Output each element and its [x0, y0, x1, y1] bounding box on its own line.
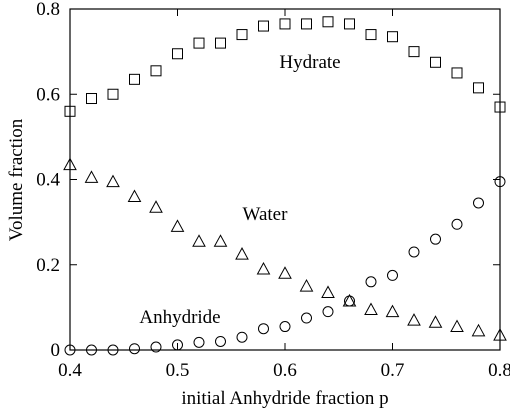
triangle-marker [428, 315, 443, 328]
y-tick-label: 0.4 [36, 170, 60, 191]
triangle-marker [450, 319, 464, 333]
circle-marker [473, 197, 484, 209]
triangle-marker [235, 247, 249, 260]
triangle-marker [170, 219, 185, 232]
triangle-marker [149, 200, 163, 213]
square-marker [150, 65, 162, 77]
square-marker [344, 18, 355, 30]
series-label: Hydrate [279, 52, 340, 73]
x-axis-label: initial Anhydride fraction p [181, 388, 388, 409]
square-marker [494, 101, 506, 113]
square-marker [193, 37, 205, 49]
triangle-marker [278, 266, 292, 279]
triangle-marker [127, 189, 142, 203]
square-marker [301, 18, 312, 30]
circle-marker [301, 312, 312, 324]
circle-marker [258, 323, 269, 335]
square-marker [129, 73, 140, 85]
circle-marker [494, 176, 506, 188]
circle-marker [236, 331, 248, 343]
x-tick-label: 0.7 [381, 360, 405, 381]
x-tick-label: 0.5 [166, 360, 190, 381]
x-tick-label: 0.4 [58, 360, 82, 381]
square-marker [451, 67, 463, 79]
x-tick-label: 0.8 [488, 360, 510, 381]
triangle-marker [84, 170, 99, 183]
square-marker [172, 48, 183, 60]
circle-marker [344, 295, 355, 307]
y-tick-label: 0 [51, 340, 61, 361]
circle-marker [430, 233, 441, 245]
square-marker [86, 93, 97, 105]
square-marker [64, 105, 76, 117]
square-marker [387, 31, 398, 43]
y-tick-label: 0.2 [36, 255, 60, 276]
circle-marker [408, 246, 420, 258]
circle-marker [451, 218, 463, 230]
circle-marker [322, 306, 334, 318]
circle-marker [150, 341, 162, 353]
series-label: Water [243, 204, 289, 225]
square-marker [408, 46, 420, 58]
triangle-marker [493, 328, 507, 341]
series-label: Anhydride [139, 307, 220, 328]
y-tick-label: 0.8 [36, 0, 60, 20]
square-marker [473, 82, 484, 94]
square-marker [322, 16, 334, 28]
triangle-marker [407, 313, 421, 326]
triangle-marker [213, 234, 228, 247]
triangle-marker [471, 323, 486, 337]
square-marker [215, 37, 226, 49]
triangle-marker [321, 285, 335, 298]
square-marker [430, 56, 441, 68]
circle-marker [193, 336, 205, 348]
square-marker [279, 18, 291, 30]
y-tick-label: 0.6 [36, 84, 60, 105]
triangle-marker [364, 302, 378, 316]
triangle-marker [63, 157, 77, 171]
circle-marker [107, 344, 119, 356]
circle-marker [365, 276, 377, 288]
square-marker [258, 20, 269, 32]
circle-marker [387, 269, 398, 281]
x-tick-label: 0.6 [273, 360, 297, 381]
square-marker [365, 29, 377, 41]
triangle-marker [385, 304, 400, 318]
triangle-marker [192, 234, 206, 247]
square-marker [236, 29, 248, 41]
triangle-marker [256, 261, 271, 275]
circle-marker [215, 335, 226, 347]
y-axis-label: Volume fraction [6, 118, 27, 241]
triangle-marker [299, 279, 314, 292]
circle-marker [64, 344, 76, 356]
circle-marker [129, 343, 140, 355]
circle-marker [172, 339, 183, 351]
circle-marker [86, 344, 97, 356]
triangle-marker [106, 174, 120, 188]
square-marker [107, 88, 119, 100]
circle-marker [279, 321, 291, 333]
